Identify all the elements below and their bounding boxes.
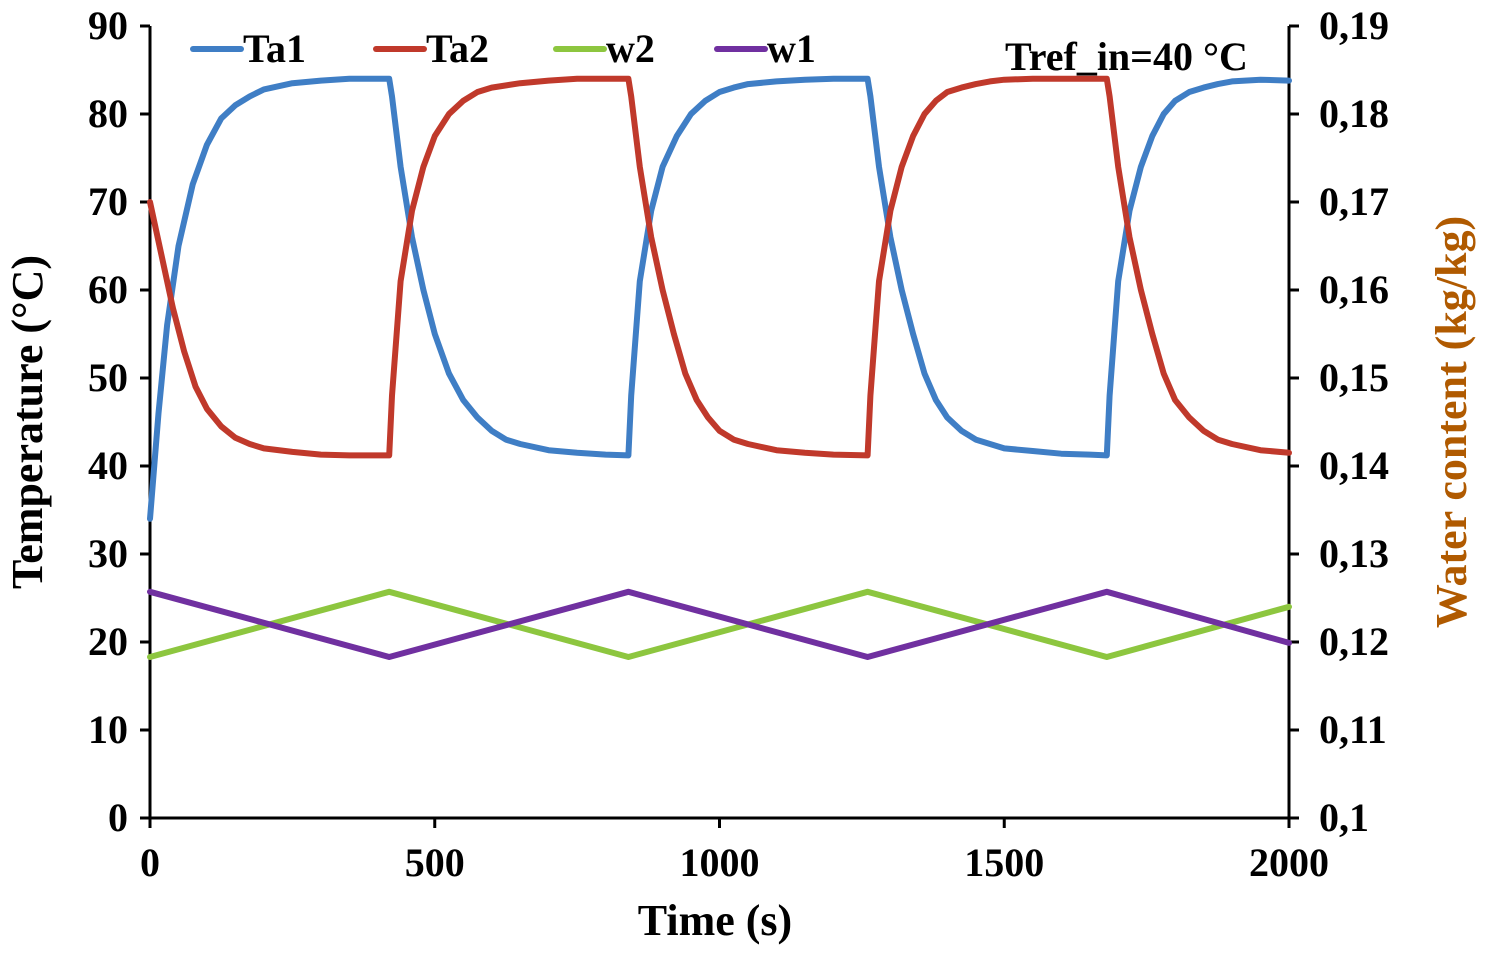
legend-label-ta2: Ta2 (426, 26, 489, 71)
y2-tick-label: 0,15 (1319, 355, 1389, 400)
y2-tick-label: 0,19 (1319, 3, 1389, 48)
y2-tick-label: 0,1 (1319, 795, 1369, 840)
y-tick-label: 60 (88, 267, 128, 312)
y-tick-label: 80 (88, 91, 128, 136)
legend-label-w1: w1 (767, 26, 816, 71)
y2-tick-label: 0,16 (1319, 267, 1389, 312)
y-tick-label: 10 (88, 707, 128, 752)
y-tick-label: 30 (88, 531, 128, 576)
legend-label-ta1: Ta1 (243, 26, 306, 71)
y-axis-title: Temperature (°C) (3, 255, 52, 589)
legend-label-w2: w2 (606, 26, 655, 71)
x-tick-label: 0 (140, 840, 160, 885)
x-tick-label: 500 (405, 840, 465, 885)
series-line-ta2 (147, 75, 1292, 459)
y2-tick-label: 0,12 (1319, 619, 1389, 664)
x-tick-label: 1500 (964, 840, 1044, 885)
y-tick-label: 40 (88, 443, 128, 488)
y2-axis-title: Water content (kg/kg) (1427, 216, 1476, 628)
reference-temperature-annotation: Tref_in=40 °C (1005, 34, 1248, 79)
y2-tick-label: 0,18 (1319, 91, 1389, 136)
x-tick-label: 2000 (1249, 840, 1329, 885)
series-line-w2 (147, 588, 1292, 660)
x-tick-label: 1000 (680, 840, 760, 885)
y2-tick-label: 0,11 (1319, 707, 1387, 752)
y-tick-label: 20 (88, 619, 128, 664)
y2-tick-label: 0,14 (1319, 443, 1389, 488)
y2-tick-label: 0,13 (1319, 531, 1389, 576)
y-tick-label: 90 (88, 3, 128, 48)
y-tick-label: 50 (88, 355, 128, 400)
series-line-ta1 (147, 75, 1292, 522)
y-tick-label: 0 (108, 795, 128, 840)
y-tick-label: 70 (88, 179, 128, 224)
series-line-w1 (147, 588, 1292, 660)
y2-tick-label: 0,17 (1319, 179, 1389, 224)
x-axis-title: Time (s) (638, 896, 792, 945)
legend: Ta1 Ta2 w2 w1 (190, 26, 816, 71)
